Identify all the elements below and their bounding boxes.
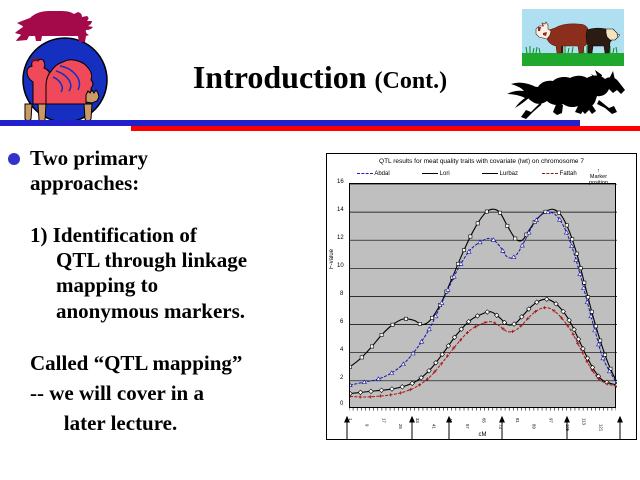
svg-text:129: 129: [615, 418, 616, 426]
svg-text:33: 33: [415, 418, 420, 423]
svg-text:97: 97: [548, 418, 553, 423]
svg-text:17: 17: [381, 418, 386, 423]
svg-text:105: 105: [565, 424, 570, 432]
svg-text:89: 89: [532, 424, 537, 429]
svg-text:81: 81: [515, 418, 520, 423]
svg-text:1: 1: [349, 418, 353, 421]
svg-text:57: 57: [465, 424, 470, 429]
svg-text:25: 25: [398, 424, 403, 429]
svg-text:65: 65: [482, 418, 487, 423]
svg-text:113: 113: [582, 418, 587, 425]
svg-text:73: 73: [498, 424, 503, 429]
svg-text:121: 121: [598, 424, 603, 432]
svg-text:9: 9: [365, 424, 370, 427]
svg-text:41: 41: [431, 424, 436, 429]
svg-text:49: 49: [448, 418, 453, 423]
